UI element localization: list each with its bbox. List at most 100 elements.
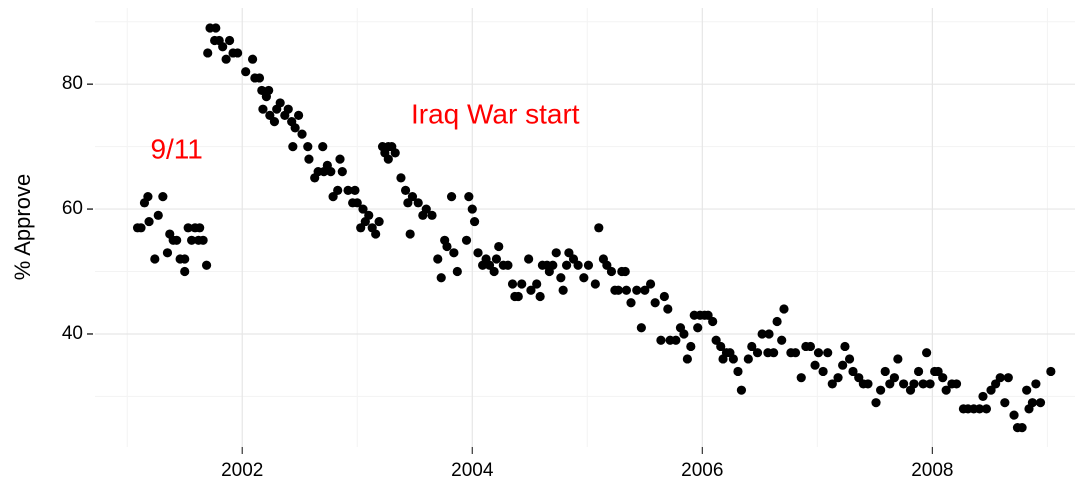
point [405, 229, 415, 239]
point [224, 35, 235, 46]
point [427, 210, 437, 220]
point [659, 291, 669, 302]
point [524, 254, 534, 264]
point [254, 73, 265, 83]
point [335, 154, 345, 164]
point [1035, 398, 1046, 408]
point [374, 216, 384, 227]
point [889, 373, 900, 383]
point [871, 398, 881, 408]
annotation: 9/11 [150, 133, 202, 164]
point [269, 117, 280, 127]
point [573, 260, 583, 270]
point [258, 104, 268, 114]
point [337, 167, 347, 177]
point [526, 285, 536, 295]
annotation: Iraq War start [411, 98, 580, 129]
point [218, 42, 228, 52]
point [442, 241, 452, 252]
point [752, 348, 763, 358]
point [909, 379, 919, 389]
point [358, 204, 368, 214]
point [326, 167, 336, 177]
point [532, 279, 542, 289]
point [304, 154, 314, 164]
point [813, 348, 824, 358]
x-tick-label: 2008 [911, 460, 953, 481]
point [494, 241, 504, 252]
x-tick-label: 2002 [221, 460, 263, 481]
point [491, 254, 502, 264]
point [371, 229, 381, 239]
point [708, 316, 718, 327]
point [172, 235, 182, 245]
point [195, 223, 205, 233]
point [757, 329, 767, 339]
point [594, 223, 604, 233]
point [682, 354, 692, 364]
point [396, 173, 406, 183]
point [211, 23, 221, 33]
point [913, 366, 924, 377]
point [656, 335, 666, 345]
point [974, 404, 985, 414]
point [772, 316, 782, 327]
point [469, 216, 480, 227]
point [876, 385, 886, 395]
point [805, 341, 816, 352]
point [716, 341, 726, 352]
point [777, 335, 787, 345]
point [203, 48, 213, 58]
point [1009, 410, 1019, 420]
point [551, 248, 561, 258]
point [922, 348, 932, 358]
point [400, 185, 411, 195]
point [421, 204, 431, 214]
point [158, 191, 168, 202]
point [938, 373, 948, 383]
point [352, 198, 362, 208]
point [583, 260, 594, 270]
point [303, 142, 313, 152]
point [833, 373, 843, 383]
point [333, 185, 343, 195]
point [747, 341, 757, 352]
point [233, 48, 243, 58]
point [671, 335, 681, 345]
point [433, 254, 443, 264]
point [473, 248, 483, 258]
point [275, 98, 285, 108]
point [645, 279, 656, 289]
point [556, 273, 566, 283]
point [390, 148, 400, 158]
point [198, 235, 208, 245]
point [283, 104, 293, 114]
point [863, 379, 873, 389]
point [561, 260, 572, 270]
point [810, 360, 820, 370]
point [513, 291, 523, 302]
point [743, 354, 753, 364]
point [848, 366, 858, 377]
point [467, 204, 477, 214]
point [143, 191, 153, 202]
point [995, 373, 1005, 383]
point [823, 348, 833, 358]
point [290, 123, 300, 133]
point [449, 248, 459, 258]
y-axis-label: % Approve [10, 174, 35, 280]
point [769, 348, 779, 358]
point [288, 142, 298, 152]
point [452, 266, 462, 277]
point [663, 304, 673, 314]
point [632, 285, 642, 295]
point [893, 354, 903, 364]
point [241, 67, 251, 77]
point [899, 379, 909, 389]
point [247, 54, 258, 64]
y-tick-label: 40 [62, 323, 83, 344]
point [436, 273, 446, 283]
point [264, 85, 274, 96]
point [827, 379, 837, 389]
